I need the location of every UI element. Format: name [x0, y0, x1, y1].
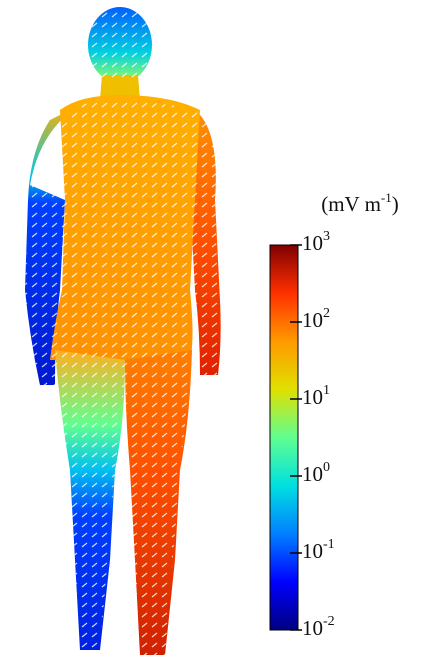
tick-exponent: 2: [323, 306, 330, 321]
colorbar-unit: (mV m-1): [321, 190, 399, 216]
tick-exponent: -2: [323, 614, 335, 629]
tick-label: 10-2: [302, 614, 335, 640]
tick-label: 101: [302, 383, 330, 409]
figure: (mV m-1) 10310210110010-110-2: [0, 0, 440, 664]
tick-base: 10: [302, 539, 323, 563]
tick-exponent: 3: [323, 229, 330, 244]
tick-base: 10: [302, 616, 323, 640]
tick-exponent: -1: [323, 537, 335, 552]
body-image: [25, 7, 221, 655]
tick-label: 10-1: [302, 537, 335, 563]
colorbar: [270, 245, 298, 630]
tick-base: 10: [302, 385, 323, 409]
tick-base: 10: [302, 308, 323, 332]
tick-label: 100: [302, 460, 330, 486]
tick-exponent: 0: [323, 460, 330, 475]
tick-label: 103: [302, 229, 330, 255]
page: {"figure": { "body_image": {"subject": "…: [0, 0, 440, 664]
tick-exponent: 1: [323, 383, 330, 398]
tick-base: 10: [302, 462, 323, 486]
tick-label: 102: [302, 306, 330, 332]
tick-base: 10: [302, 231, 323, 255]
